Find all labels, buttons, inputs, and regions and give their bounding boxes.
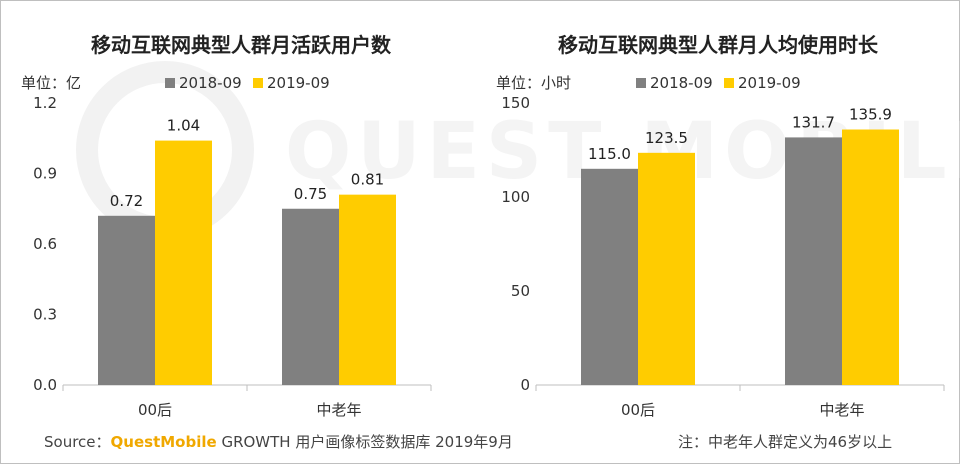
legend-swatch-2018-09: [165, 78, 175, 88]
data-label: 131.7: [792, 113, 835, 131]
category-label: 00后: [621, 401, 655, 419]
source-brand: QuestMobile: [110, 433, 217, 451]
legend-label-2018-09: 2018-09: [179, 74, 242, 92]
y-tick-label: 0.3: [33, 306, 57, 324]
data-label: 123.5: [645, 129, 688, 147]
legend-swatch-2019-09: [724, 78, 734, 88]
legend-label-2019-09: 2019-09: [267, 74, 330, 92]
category-label: 中老年: [819, 401, 864, 419]
bar-2019-09-中老年: [339, 194, 396, 385]
category-label: 00后: [138, 401, 172, 419]
y-tick-label: 0.9: [33, 165, 57, 183]
y-tick-label: 50: [511, 282, 530, 300]
data-label: 1.04: [167, 117, 200, 135]
legend-label-2018-09: 2018-09: [650, 74, 713, 92]
unit-label: 单位：亿: [21, 74, 81, 92]
category-label: 中老年: [316, 401, 361, 419]
data-label: 0.75: [294, 185, 327, 203]
bar-2019-09-中老年: [842, 129, 899, 385]
y-tick-label: 0.0: [33, 376, 57, 394]
bar-2019-09-00后: [155, 140, 212, 385]
y-tick-label: 0: [520, 376, 530, 394]
footer-note: 注：中老年人群定义为46岁以上: [678, 433, 893, 451]
y-tick-label: 0.6: [33, 235, 57, 253]
data-label: 0.81: [351, 171, 384, 189]
data-label: 135.9: [849, 106, 892, 124]
bar-2019-09-00后: [638, 152, 695, 385]
source-rest: GROWTH 用户画像标签数据库 2019年9月: [216, 433, 513, 451]
bar-2018-09-中老年: [785, 137, 842, 385]
unit-label: 单位：小时: [496, 74, 571, 92]
source-prefix: Source：: [44, 433, 111, 451]
bar-2018-09-00后: [98, 215, 155, 385]
y-tick-label: 100: [501, 188, 530, 206]
legend-swatch-2019-09: [253, 78, 263, 88]
bar-2018-09-00后: [581, 168, 638, 385]
chart-title: 移动互联网典型人群月人均使用时长: [558, 33, 879, 57]
data-label: 0.72: [110, 192, 143, 210]
y-tick-label: 1.2: [33, 94, 57, 112]
y-tick-label: 150: [501, 94, 530, 112]
legend-swatch-2018-09: [636, 78, 646, 88]
data-label: 115.0: [588, 145, 631, 163]
bar-2018-09-中老年: [282, 208, 339, 385]
chart-title: 移动互联网典型人群月活跃用户数: [91, 33, 392, 57]
legend-label-2019-09: 2019-09: [738, 74, 801, 92]
footer-source: Source：QuestMobile GROWTH 用户画像标签数据库 2019…: [44, 431, 513, 452]
